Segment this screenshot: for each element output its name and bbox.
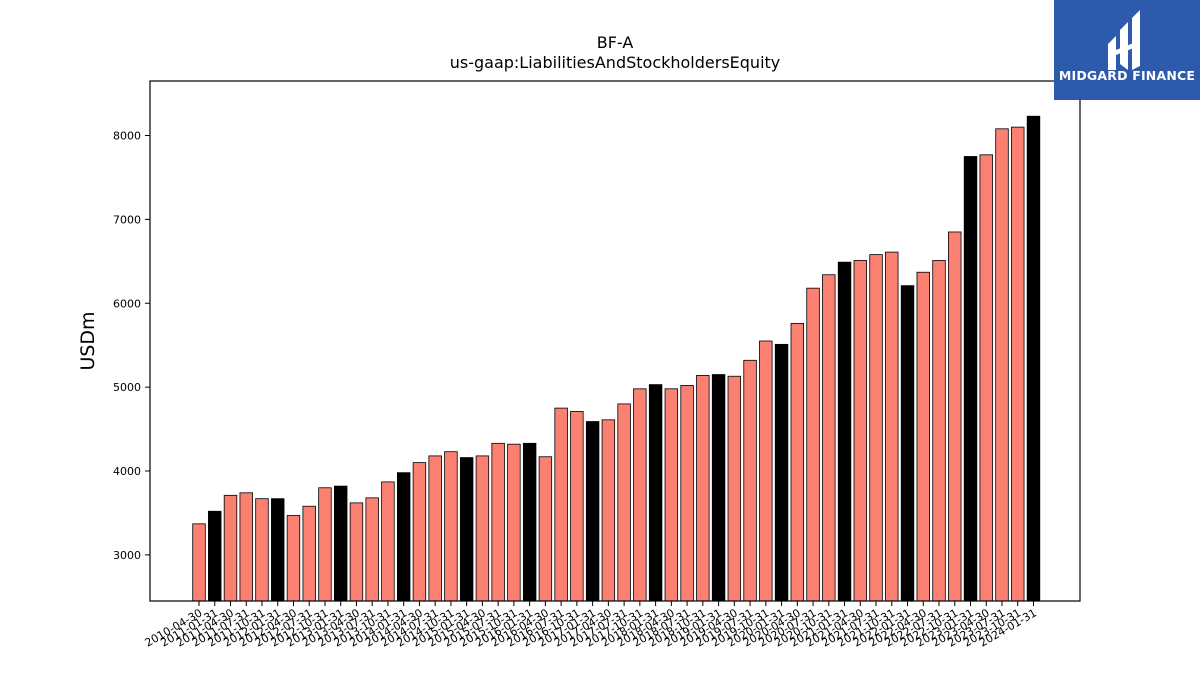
bar <box>271 498 285 602</box>
bar <box>1026 115 1041 602</box>
bar <box>208 510 222 602</box>
y-tick-label: 6000 <box>113 297 141 310</box>
y-tick-label: 8000 <box>113 130 141 143</box>
bar <box>900 285 915 602</box>
bar <box>554 407 568 602</box>
bar <box>192 523 206 602</box>
bar <box>333 485 348 602</box>
bar <box>381 481 395 602</box>
bar <box>696 374 710 602</box>
plot-frame <box>149 80 1081 602</box>
bar <box>601 419 616 602</box>
y-tick-label: 3000 <box>113 549 141 562</box>
bar <box>349 502 364 602</box>
bar <box>302 505 316 602</box>
logo-text: MIDGARD FINANCE <box>1058 68 1196 83</box>
bar <box>759 340 773 602</box>
bar <box>507 443 521 602</box>
bar <box>318 487 332 602</box>
bar <box>648 384 663 602</box>
bar <box>680 385 694 602</box>
bar <box>774 343 789 602</box>
bar <box>286 515 301 602</box>
bar <box>853 260 867 602</box>
midgard-logo: MIDGARD FINANCE <box>1054 0 1200 100</box>
bar <box>885 251 899 602</box>
bar <box>538 456 553 602</box>
bar <box>806 287 820 602</box>
chart-title: BF-A <box>596 33 634 52</box>
bar <box>239 492 253 602</box>
bar <box>979 154 993 602</box>
bar <box>790 322 805 602</box>
bar <box>223 494 238 602</box>
bar <box>444 451 458 602</box>
chart-subtitle: us-gaap:LiabilitiesAndStockholdersEquity <box>449 53 781 72</box>
bar <box>963 156 978 602</box>
bar <box>948 231 962 602</box>
bar <box>727 375 742 602</box>
bar <box>396 472 411 602</box>
y-tick-label: 4000 <box>113 465 141 478</box>
bar <box>822 274 836 602</box>
bar <box>255 498 269 602</box>
y-axis-label: USDm <box>77 311 99 370</box>
bar <box>412 462 427 602</box>
bar <box>570 411 584 602</box>
bar <box>664 388 679 602</box>
bar <box>365 497 379 602</box>
bar <box>522 442 537 602</box>
bar <box>459 457 474 602</box>
bar <box>711 374 726 602</box>
bar <box>916 271 930 602</box>
bar <box>428 455 442 602</box>
bar <box>995 128 1009 602</box>
y-tick-label: 7000 <box>113 213 141 226</box>
bar <box>491 442 505 602</box>
bar <box>1011 126 1025 602</box>
bar <box>617 403 631 602</box>
bar <box>633 388 647 602</box>
bar <box>743 359 757 602</box>
bar <box>585 421 600 602</box>
midgard-logo-icon <box>1108 10 1140 70</box>
bar <box>869 254 883 602</box>
bar <box>475 455 490 602</box>
bar <box>932 260 946 602</box>
bar <box>837 261 852 602</box>
y-tick-label: 5000 <box>113 381 141 394</box>
